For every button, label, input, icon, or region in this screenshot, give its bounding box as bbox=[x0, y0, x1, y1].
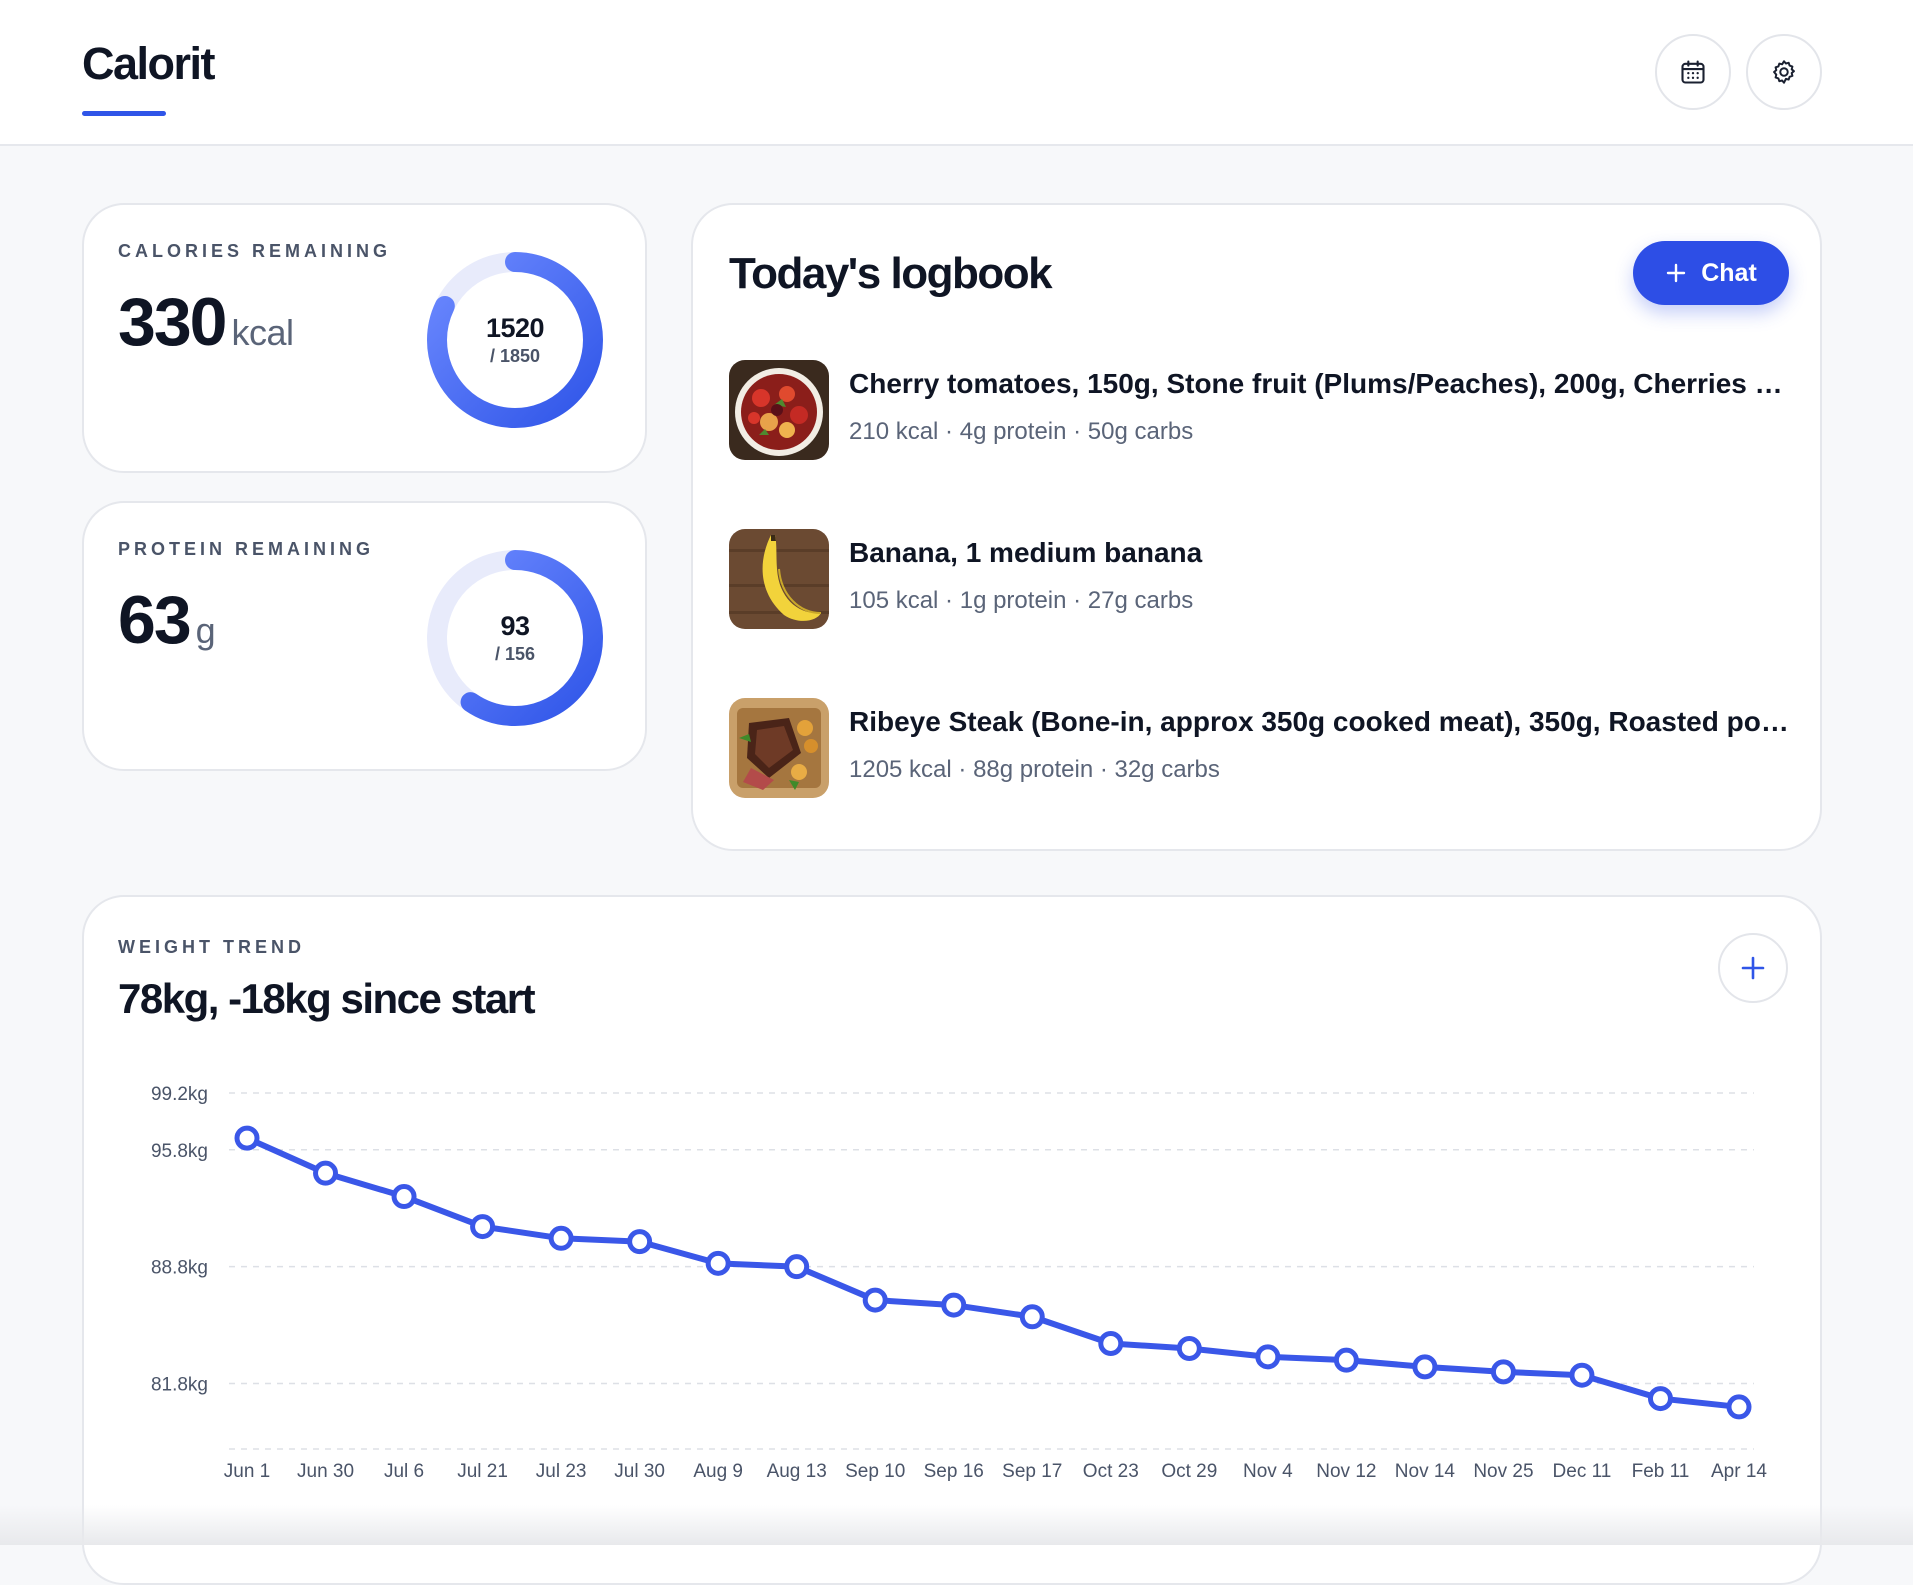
log-item[interactable]: Ribeye Steak (Bone-in, approx 350g cooke… bbox=[729, 698, 1789, 798]
protein-progress-arc bbox=[427, 550, 603, 726]
data-point[interactable] bbox=[862, 1287, 888, 1313]
data-point[interactable] bbox=[941, 1292, 967, 1318]
x-tick-label: Apr 14 bbox=[1711, 1461, 1767, 1482]
x-tick-label: Dec 11 bbox=[1553, 1461, 1612, 1482]
app-header: Calorit bbox=[0, 0, 1913, 146]
data-point[interactable] bbox=[548, 1225, 574, 1251]
calories-unit: kcal bbox=[231, 312, 294, 353]
data-point[interactable] bbox=[1333, 1347, 1359, 1373]
calories-progress-arc bbox=[427, 252, 603, 428]
calories-ring: 1520 / 1850 bbox=[425, 250, 605, 430]
weight-line bbox=[244, 1135, 1742, 1410]
log-item[interactable]: Cherry tomatoes, 150g, Stone fruit (Plum… bbox=[729, 360, 1789, 460]
y-tick-label: 95.8kg bbox=[151, 1141, 208, 1162]
data-point[interactable] bbox=[1176, 1335, 1202, 1361]
data-point[interactable] bbox=[1490, 1359, 1516, 1385]
x-tick-label: Jun 1 bbox=[224, 1461, 270, 1482]
data-point[interactable] bbox=[1569, 1362, 1595, 1388]
log-item-nutrition: 1205 kcal · 88g protein · 32g carbs bbox=[849, 756, 1220, 783]
log-item-nutrition: 105 kcal · 1g protein · 27g carbs bbox=[849, 587, 1194, 614]
data-point[interactable] bbox=[234, 1125, 260, 1151]
x-tick-label: Nov 25 bbox=[1473, 1461, 1533, 1482]
protein-label: PROTEIN REMAINING bbox=[118, 539, 375, 559]
x-tick-label: Jul 21 bbox=[457, 1461, 508, 1482]
weight-summary: 78kg, -18kg since start bbox=[118, 975, 536, 1022]
protein-ring: 93 / 156 bbox=[425, 548, 605, 728]
data-point[interactable] bbox=[313, 1160, 339, 1186]
calories-value: 330 kcal bbox=[118, 283, 294, 361]
protein-card: PROTEIN REMAINING 63 g 93 / 156 bbox=[82, 501, 647, 771]
app-title[interactable]: Calorit bbox=[82, 38, 216, 89]
x-tick-label: Sep 17 bbox=[1002, 1461, 1062, 1482]
calories-number: 330 bbox=[118, 284, 227, 360]
data-point[interactable] bbox=[1255, 1344, 1281, 1370]
x-tick-label: Feb 11 bbox=[1632, 1461, 1690, 1482]
protein-number: 63 bbox=[118, 582, 192, 658]
plus-icon bbox=[1741, 956, 1765, 980]
y-tick-label: 99.2kg bbox=[151, 1084, 208, 1105]
x-tick-label: Jul 6 bbox=[384, 1461, 424, 1482]
x-tick-label: Jul 23 bbox=[536, 1461, 587, 1482]
protein-unit: g bbox=[195, 610, 216, 651]
x-tick-label: Aug 9 bbox=[693, 1461, 743, 1482]
chat-button[interactable]: Chat bbox=[1633, 241, 1789, 305]
x-tick-label: Oct 29 bbox=[1161, 1461, 1217, 1482]
log-item-name: Banana, 1 medium banana bbox=[849, 537, 1203, 568]
food-photo bbox=[729, 360, 829, 460]
x-tick-label: Jul 30 bbox=[614, 1461, 665, 1482]
logbook-title: Today's logbook bbox=[729, 249, 1053, 298]
gear-icon bbox=[1773, 60, 1795, 84]
x-tick-label: Oct 23 bbox=[1083, 1461, 1139, 1482]
log-item[interactable]: Banana, 1 medium banana 105 kcal · 1g pr… bbox=[729, 529, 1789, 629]
log-item-name: Ribeye Steak (Bone-in, approx 350g cooke… bbox=[849, 706, 1789, 737]
calories-consumed: 1520 bbox=[485, 313, 545, 343]
active-tab-indicator bbox=[82, 111, 166, 116]
calories-label: CALORIES REMAINING bbox=[118, 241, 392, 261]
x-tick-label: Jun 30 bbox=[297, 1461, 354, 1482]
data-point[interactable] bbox=[1412, 1354, 1438, 1380]
food-photo bbox=[729, 698, 829, 798]
weight-card: WEIGHT TREND 78kg, -18kg since start 99.… bbox=[82, 895, 1822, 1585]
calories-goal: / 1850 bbox=[489, 346, 541, 366]
x-tick-label: Nov 12 bbox=[1316, 1461, 1376, 1482]
y-tick-label: 88.8kg bbox=[151, 1258, 208, 1279]
data-point[interactable] bbox=[784, 1254, 810, 1280]
calendar-button[interactable] bbox=[1655, 34, 1731, 110]
x-tick-label: Nov 4 bbox=[1243, 1461, 1293, 1482]
protein-consumed: 93 bbox=[500, 611, 530, 641]
logbook-card: Today's logbook Chat Cherr bbox=[691, 203, 1822, 851]
data-point[interactable] bbox=[1098, 1330, 1124, 1356]
data-point[interactable] bbox=[391, 1184, 417, 1210]
weight-chart: 99.2kg 95.8kg 88.8kg 81.8kg Jun 1 Jun 30 Jul 6… bbox=[151, 1084, 1767, 1482]
protein-value: 63 g bbox=[118, 581, 216, 659]
food-photo bbox=[729, 529, 829, 629]
data-point[interactable] bbox=[470, 1214, 496, 1240]
data-point[interactable] bbox=[1019, 1304, 1045, 1330]
data-point[interactable] bbox=[705, 1250, 731, 1276]
calendar-icon bbox=[1681, 60, 1705, 84]
log-item-nutrition: 210 kcal · 4g protein · 50g carbs bbox=[849, 418, 1194, 445]
data-point[interactable] bbox=[627, 1229, 653, 1255]
log-item-name: Cherry tomatoes, 150g, Stone fruit (Plum… bbox=[849, 368, 1789, 399]
chat-button-label: Chat bbox=[1701, 258, 1757, 287]
settings-button[interactable] bbox=[1746, 34, 1822, 110]
x-tick-label: Sep 10 bbox=[845, 1461, 905, 1482]
data-point[interactable] bbox=[1647, 1386, 1673, 1412]
protein-goal: / 156 bbox=[494, 644, 536, 664]
bottom-fade bbox=[0, 1505, 1913, 1545]
data-point[interactable] bbox=[1726, 1394, 1752, 1420]
calories-card: CALORIES REMAINING 330 kcal 1520 / 1850 bbox=[82, 203, 647, 473]
plus-icon bbox=[1667, 263, 1686, 283]
weight-label: WEIGHT TREND bbox=[118, 937, 305, 957]
x-tick-label: Nov 14 bbox=[1395, 1461, 1456, 1482]
y-tick-label: 81.8kg bbox=[151, 1375, 208, 1396]
x-tick-label: Aug 13 bbox=[767, 1461, 827, 1482]
x-tick-label: Sep 16 bbox=[924, 1461, 984, 1482]
add-weight-button[interactable] bbox=[1718, 933, 1788, 1003]
